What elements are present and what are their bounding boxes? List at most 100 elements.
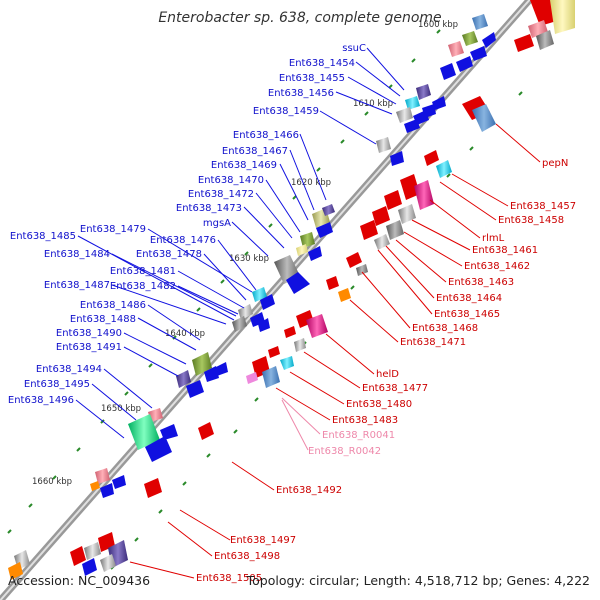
gene-label[interactable]: Ent638_1490 — [56, 328, 122, 339]
gene-arrow — [284, 326, 296, 338]
gene-arrow — [260, 294, 275, 310]
gene-label[interactable]: Ent638_1480 — [346, 399, 412, 410]
gene-label[interactable]: Ent638_1468 — [412, 323, 478, 334]
tick-track — [7, 23, 566, 570]
gene-label[interactable]: Ent638_R0042 — [308, 446, 381, 457]
gene-arrow — [268, 346, 280, 358]
gene-label[interactable]: Ent638_1484 — [44, 249, 110, 260]
gene-arrow — [405, 96, 420, 110]
gene-label[interactable]: Ent638_1463 — [448, 277, 514, 288]
gene-arrow — [322, 204, 335, 216]
gene-label[interactable]: Ent638_1488 — [70, 314, 136, 325]
gene-arrow — [416, 84, 431, 100]
gene-label[interactable]: Ent638_1465 — [434, 309, 500, 320]
gene-label[interactable]: Ent638_1498 — [214, 551, 280, 562]
gene-label[interactable]: Ent638_1482 — [110, 281, 176, 292]
tick-label: 1660 kbp — [32, 477, 72, 487]
gene-label[interactable]: Ent638_1478 — [136, 249, 202, 260]
gene-label[interactable]: pepN — [542, 158, 568, 169]
gene-arrow — [82, 558, 97, 576]
gene-label[interactable]: Ent638_R0041 — [322, 430, 395, 441]
gene-arrow — [145, 436, 172, 462]
gene-arrow — [176, 370, 191, 388]
gene-arrow — [422, 104, 436, 118]
gene-arrow — [232, 316, 247, 332]
gene-arrow — [372, 206, 390, 226]
gene-label[interactable]: Ent638_1495 — [24, 379, 90, 390]
rna-leaders — [281, 397, 321, 451]
gene-arrow — [112, 475, 126, 489]
gene-label[interactable]: Ent638_1477 — [362, 383, 428, 394]
gene-label[interactable]: Ent638_1483 — [332, 415, 398, 426]
gene-arrow — [376, 137, 391, 153]
gene-arrow — [238, 304, 253, 320]
gene-label[interactable]: Ent638_1472 — [188, 189, 254, 200]
gene-label[interactable]: Ent638_1455 — [279, 73, 345, 84]
gene-label[interactable]: Ent638_1491 — [56, 342, 122, 353]
gene-arrow — [316, 222, 333, 238]
gene-arrow — [186, 380, 204, 398]
gene-label[interactable]: Ent638_1459 — [253, 106, 319, 117]
gene-label[interactable]: Ent638_1454 — [289, 58, 355, 69]
gene-arrow — [198, 422, 214, 440]
gene-label[interactable]: ssuC — [342, 43, 366, 54]
gene-arrow — [286, 272, 310, 294]
tick-label: 1640 kbp — [165, 329, 205, 339]
gene-arrow — [262, 366, 280, 388]
tick-label: 1620 kbp — [291, 178, 331, 188]
gene-label[interactable]: Ent638_1492 — [276, 485, 342, 496]
gene-arrow — [306, 314, 328, 338]
map-title: Enterobacter sp. 638, complete genome — [158, 10, 442, 26]
gene-arrow — [432, 96, 446, 110]
tick-label: 1600 kbp — [418, 20, 458, 30]
gene-label[interactable]: Ent638_1467 — [222, 146, 288, 157]
gene-label[interactable]: Ent638_1487 — [44, 280, 110, 291]
gene-label[interactable]: helD — [376, 369, 399, 380]
gene-label[interactable]: Ent638_1461 — [472, 245, 538, 256]
gene-label[interactable]: Ent638_1473 — [176, 203, 242, 214]
gene-arrow — [472, 14, 488, 30]
gene-label[interactable]: Ent638_1479 — [80, 224, 146, 235]
gene-label[interactable]: Ent638_1481 — [110, 266, 176, 277]
topology-text: Topology: circular; Length: 4,518,712 bp… — [246, 573, 590, 588]
gene-label[interactable]: Ent638_1458 — [498, 215, 564, 226]
gene-arrow — [440, 63, 456, 80]
left-leaders — [75, 47, 405, 439]
gene-label[interactable]: Ent638_1470 — [198, 175, 264, 186]
tick-label: 1650 kbp — [101, 404, 141, 414]
minus-strand-genes — [144, 0, 575, 498]
gene-arrow — [70, 546, 86, 566]
gene-label[interactable]: Ent638_1464 — [436, 293, 502, 304]
gene-label[interactable]: Ent638_1476 — [150, 235, 216, 246]
gene-label[interactable]: Ent638_1494 — [36, 364, 102, 375]
gene-arrow — [90, 481, 100, 491]
gene-arrow — [400, 174, 420, 200]
gene-arrow — [390, 151, 404, 166]
gene-label[interactable]: Ent638_1456 — [268, 88, 334, 99]
accession-text: Accession: NC_009436 — [8, 573, 151, 588]
gene-label[interactable]: Ent638_1486 — [80, 300, 146, 311]
right-leaders — [129, 123, 541, 579]
gene-label[interactable]: rlmL — [482, 233, 505, 244]
gene-label[interactable]: Ent638_1471 — [400, 337, 466, 348]
gene-label[interactable]: Ent638_1469 — [211, 160, 277, 171]
gene-arrow — [128, 414, 160, 450]
gene-label[interactable]: Ent638_1497 — [230, 535, 296, 546]
gene-label[interactable]: Ent638_1462 — [464, 261, 530, 272]
gene-label[interactable]: Ent638_1466 — [233, 130, 299, 141]
gene-arrow — [252, 287, 267, 302]
gene-label[interactable]: Ent638_1496 — [8, 395, 74, 406]
plus-strand-genes — [8, 14, 496, 580]
gene-arrow — [326, 276, 339, 290]
gene-label[interactable]: mgsA — [203, 218, 231, 229]
gene-label[interactable]: Ent638_1505 — [196, 573, 262, 584]
gene-arrow — [95, 468, 110, 484]
gene-arrow — [482, 32, 496, 48]
gene-arrow — [436, 160, 452, 178]
gene-label[interactable]: Ent638_1485 — [10, 231, 76, 242]
gene-label[interactable]: Ent638_1457 — [510, 201, 576, 212]
gene-arrow — [448, 41, 464, 57]
gene-arrow — [514, 34, 534, 52]
gene-arrow — [398, 204, 416, 224]
gene-arrow — [386, 220, 404, 240]
